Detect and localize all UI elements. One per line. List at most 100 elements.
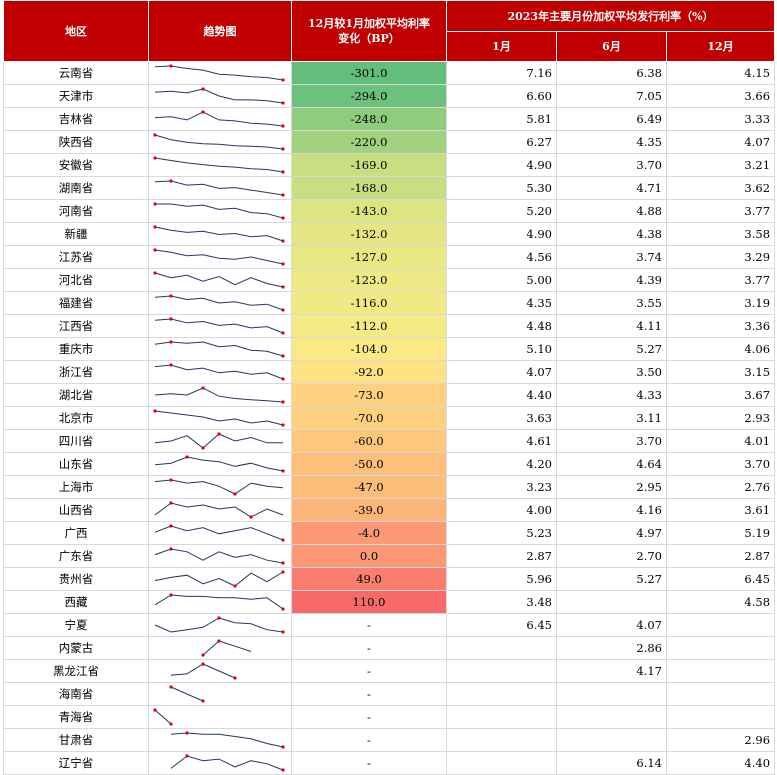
sparkline-path [154, 226, 284, 242]
table-row: 江苏省 -127.0 4.56 3.74 3.29 [3, 245, 776, 269]
jun-rate-cell [556, 590, 667, 614]
jun-rate-cell: 6.14 [556, 751, 667, 775]
sparkline-low-marker [281, 147, 285, 151]
change-cell: - [291, 705, 447, 729]
dec-rate-cell: 3.66 [666, 84, 776, 108]
change-cell: - [291, 636, 447, 660]
change-cell: -123.0 [291, 268, 447, 292]
table-row: 云南省 -301.0 7.16 6.38 4.15 [3, 61, 776, 85]
header-change-line2: 变化（BP） [338, 32, 400, 45]
jan-rate-cell: 2.87 [446, 544, 557, 568]
sparkline-low-marker [281, 101, 285, 105]
table-row: 福建省 -116.0 4.35 3.55 3.19 [3, 291, 776, 315]
sparkline-high-marker [281, 570, 285, 574]
trend-cell [148, 521, 292, 545]
jan-rate-cell: 5.23 [446, 521, 557, 545]
jan-rate-cell: 4.20 [446, 452, 557, 476]
table-row: 安徽省 -169.0 4.90 3.70 3.21 [3, 153, 776, 177]
sparkline [154, 110, 285, 128]
sparkline [153, 248, 285, 266]
jun-rate-cell: 2.70 [556, 544, 667, 568]
sparkline-high-marker [169, 501, 173, 505]
table-row: 内蒙古 - 2.86 [3, 636, 776, 660]
jun-rate-cell: 2.95 [556, 475, 667, 499]
sparkline [153, 133, 285, 151]
dec-rate-cell: 3.36 [666, 314, 776, 338]
trend-cell [148, 268, 292, 292]
change-cell: - [291, 613, 447, 637]
table-row: 北京市 -70.0 3.63 3.11 2.93 [3, 406, 776, 430]
jun-rate-cell: 3.74 [556, 245, 667, 269]
trend-cell [148, 130, 292, 154]
change-cell: -169.0 [291, 153, 447, 177]
sparkline-path [154, 548, 284, 564]
sparkline-path [154, 364, 284, 380]
sparkline-path [154, 157, 284, 173]
sparkline-low-marker [281, 170, 285, 174]
table-row: 湖南省 -168.0 5.30 4.71 3.62 [3, 176, 776, 200]
dec-rate-cell [666, 705, 776, 729]
trend-cell [148, 84, 292, 108]
region-cell: 吉林省 [3, 107, 149, 131]
sparkline-path [154, 134, 284, 150]
change-cell: -104.0 [291, 337, 447, 361]
jan-rate-cell: 4.56 [446, 245, 557, 269]
trend-cell [148, 222, 292, 246]
region-cell: 西藏 [3, 590, 149, 614]
sparkline-path [154, 709, 172, 725]
sparkline-high-marker [217, 616, 221, 620]
sparkline-high-marker [185, 731, 189, 735]
sparkline-high-marker [169, 363, 173, 367]
dec-rate-cell [666, 659, 776, 683]
change-cell: 110.0 [291, 590, 447, 614]
jan-rate-cell: 5.20 [446, 199, 557, 223]
sparkline-path [154, 387, 284, 403]
change-cell: 0.0 [291, 544, 447, 568]
region-cell: 海南省 [3, 682, 149, 706]
dec-rate-cell: 3.19 [666, 291, 776, 315]
trend-cell [148, 176, 292, 200]
jun-rate-cell: 5.27 [556, 337, 667, 361]
sparkline [154, 432, 283, 450]
region-cell: 河南省 [3, 199, 149, 223]
trend-cell [148, 337, 292, 361]
table-row: 青海省 - [3, 705, 776, 729]
table-row: 广东省 0.0 2.87 2.70 2.87 [3, 544, 776, 568]
trend-cell [148, 705, 292, 729]
trend-cell [148, 383, 292, 407]
region-cell: 福建省 [3, 291, 149, 315]
header-dec: 12月 [665, 31, 776, 62]
sparkline [154, 363, 285, 381]
jun-rate-cell: 3.70 [556, 429, 667, 453]
sparkline-low-marker [281, 285, 285, 289]
jan-rate-cell: 4.07 [446, 360, 557, 384]
sparkline-high-marker [153, 202, 157, 206]
sparkline-path [154, 594, 284, 610]
sparkline-path [154, 295, 284, 311]
change-cell: -116.0 [291, 291, 447, 315]
change-cell: - [291, 682, 447, 706]
jun-rate-cell: 3.70 [556, 153, 667, 177]
sparkline-low-marker [281, 354, 285, 358]
dec-rate-cell: 4.58 [666, 590, 776, 614]
region-cell: 浙江省 [3, 360, 149, 384]
sparkline [201, 639, 252, 657]
region-cell: 贵州省 [3, 567, 149, 591]
table-row: 天津市 -294.0 6.60 7.05 3.66 [3, 84, 776, 108]
dec-rate-cell: 2.93 [666, 406, 776, 430]
jun-rate-cell [556, 728, 667, 752]
dec-rate-cell [666, 636, 776, 660]
change-cell: -39.0 [291, 498, 447, 522]
table-row: 上海市 -47.0 3.23 2.95 2.76 [3, 475, 776, 499]
jan-rate-cell [446, 728, 557, 752]
sparkline-high-marker [185, 754, 189, 758]
jun-rate-cell [556, 705, 667, 729]
dec-rate-cell: 3.67 [666, 383, 776, 407]
dec-rate-cell: 4.07 [666, 130, 776, 154]
table-row: 江西省 -112.0 4.48 4.11 3.36 [3, 314, 776, 338]
change-cell: -4.0 [291, 521, 447, 545]
dec-rate-cell: 2.87 [666, 544, 776, 568]
region-cell: 青海省 [3, 705, 149, 729]
sparkline-path [170, 663, 236, 679]
sparkline-high-marker [169, 340, 173, 344]
